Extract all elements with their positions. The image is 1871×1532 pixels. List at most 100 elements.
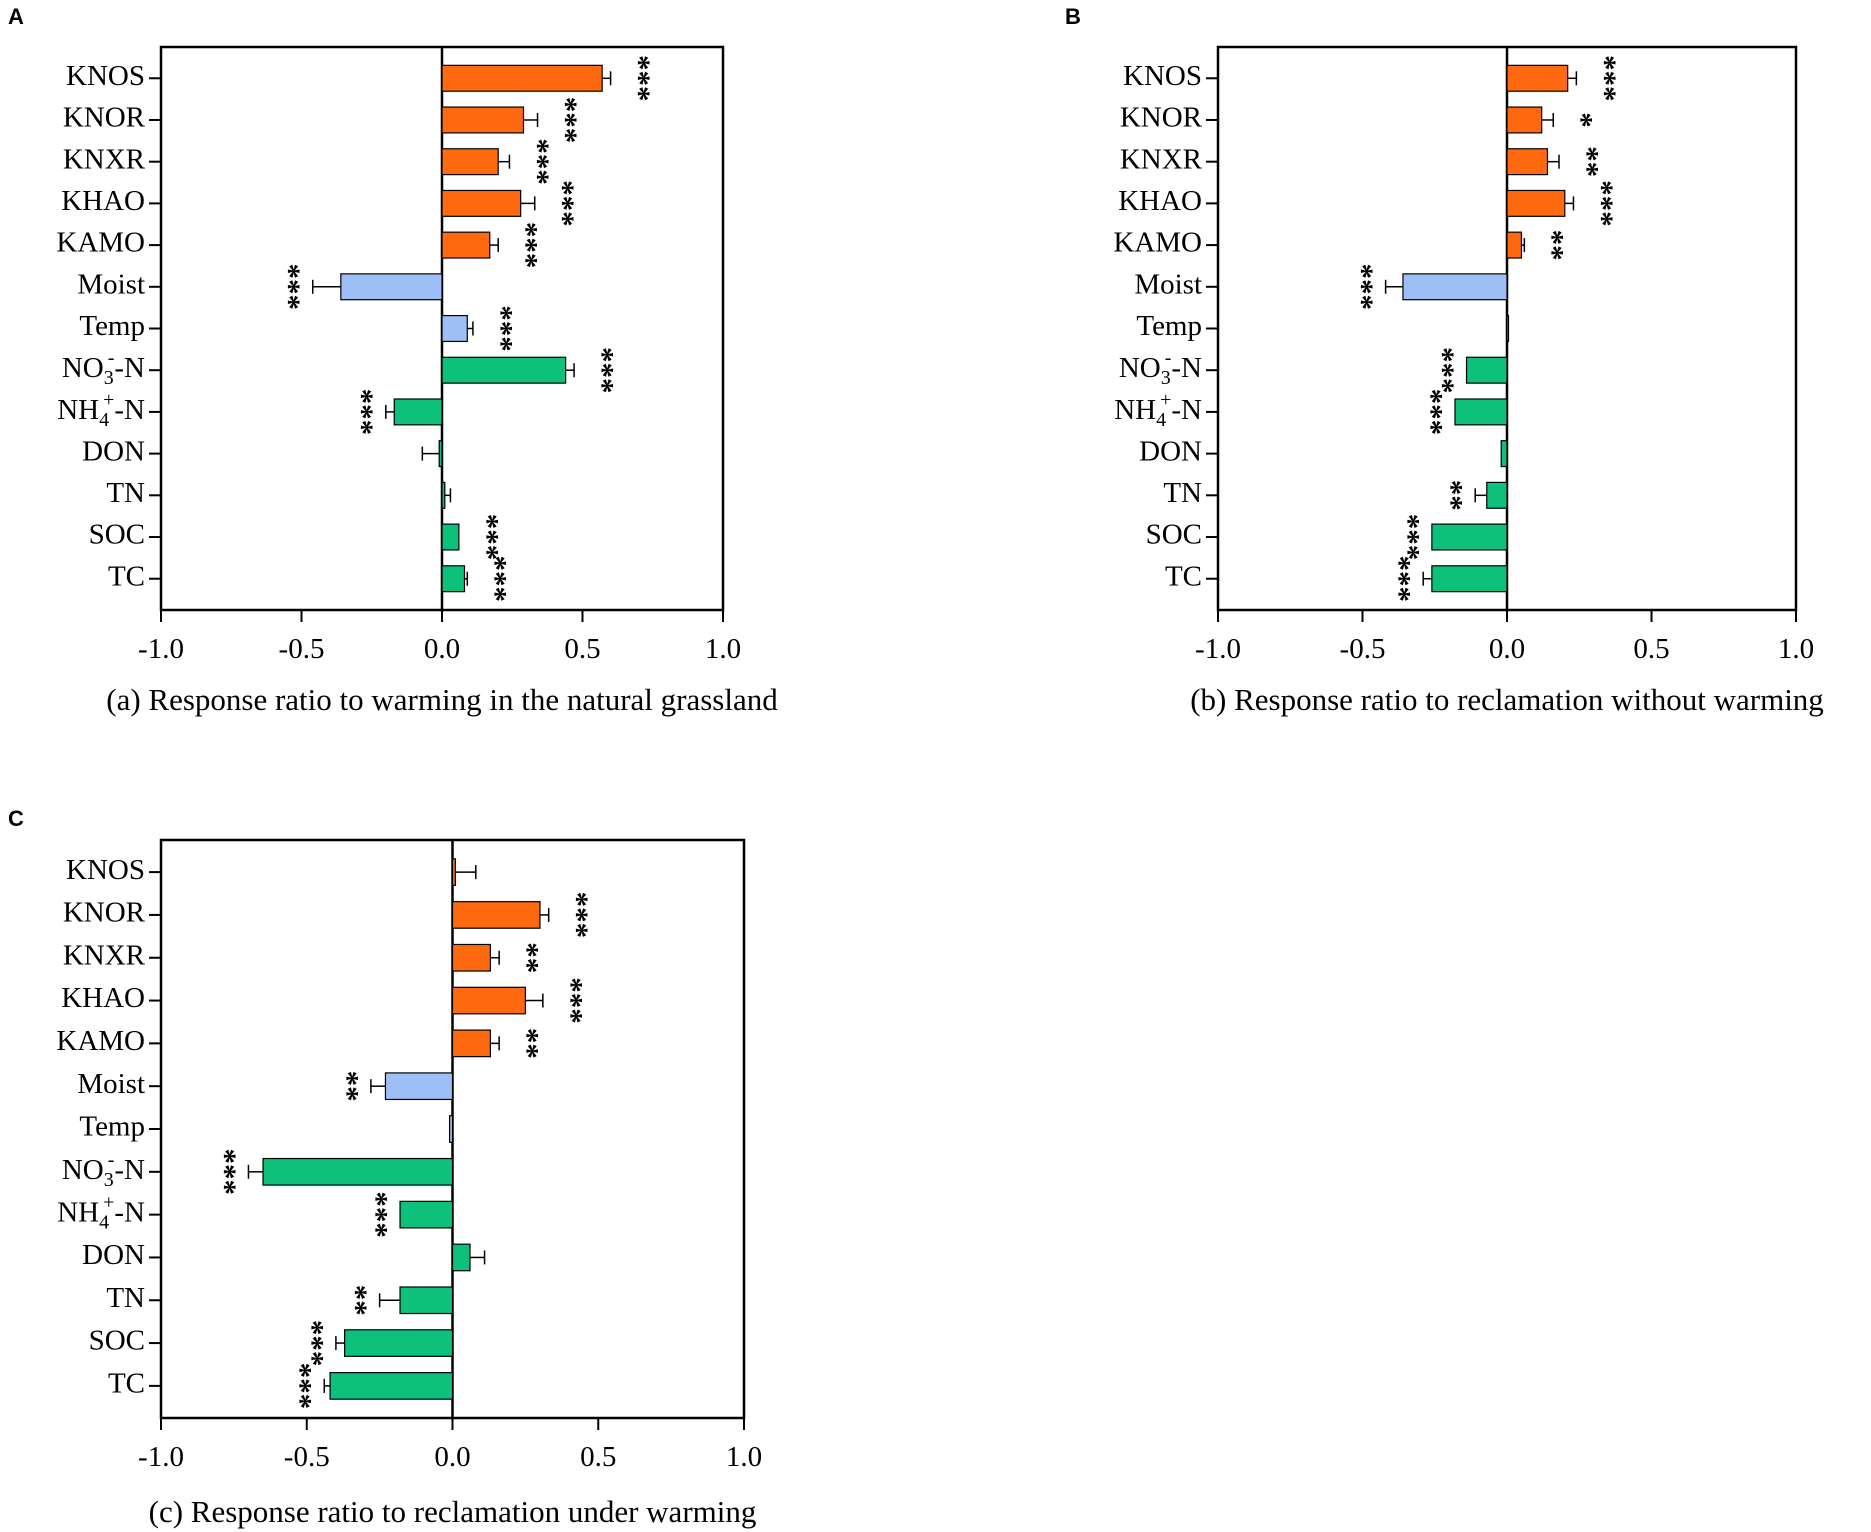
bar	[262, 1157, 454, 1186]
significance-label: ***	[1383, 555, 1418, 602]
category-label: SOC	[1146, 519, 1202, 551]
label-suffix: -N	[114, 352, 145, 384]
category-label: TC	[1165, 560, 1202, 592]
category-label: TC	[108, 560, 145, 592]
chart-panel-c: C -1.0 -0.5 0.0 0.5 1.0 (c) Response ratio to …	[8, 806, 762, 1529]
category-label: KNOS	[66, 60, 145, 92]
significance-label: ***	[471, 514, 506, 561]
significance-label: ***	[273, 264, 308, 311]
category-label: KAMO	[56, 1025, 145, 1057]
x-tick-label: -0.5	[1340, 633, 1386, 665]
significance-label: ***	[1585, 180, 1620, 227]
chart-panel-b: B -1.0 -0.5 0.0 0.5 1.0 (b) Response ratio to …	[1065, 4, 1824, 717]
category-label: KNXR	[63, 143, 146, 175]
label-superscript: -	[1165, 347, 1172, 369]
bar	[1506, 106, 1543, 134]
x-tick-label: 0.0	[424, 633, 460, 665]
category-label: Temp	[79, 1111, 145, 1143]
bar	[393, 398, 443, 426]
x-tick-label: 0.0	[434, 1441, 470, 1473]
significance-label: ***	[510, 222, 545, 269]
category-label: Temp	[1136, 310, 1202, 342]
category-label: NH4+-N	[57, 389, 145, 431]
bar	[1506, 64, 1569, 92]
label-subscript: 4	[99, 1211, 109, 1233]
significance-label: **	[331, 1071, 366, 1102]
significance-label: ***	[346, 389, 381, 436]
category-label: DON	[1139, 435, 1202, 467]
category-label: NH4+-N	[1114, 389, 1202, 431]
significance-label: ***	[284, 1363, 319, 1410]
bar	[344, 1329, 454, 1357]
significance-label: ***	[1415, 389, 1450, 436]
bar	[384, 1072, 454, 1101]
category-label: KHAO	[1118, 185, 1202, 217]
significance-label: ***	[1392, 514, 1427, 561]
category-label: KNXR	[1120, 143, 1203, 175]
bar	[448, 1115, 454, 1143]
bar	[441, 148, 499, 176]
label-superscript: +	[103, 1191, 114, 1213]
significance-label: *	[1565, 112, 1600, 128]
significance-label: **	[1435, 480, 1470, 511]
significance-label: ***	[296, 1320, 331, 1367]
bar	[1431, 565, 1508, 593]
x-tick-label: 1.0	[705, 633, 741, 665]
category-label: KAMO	[56, 227, 145, 259]
x-tick-label: -0.5	[284, 1441, 330, 1473]
bar	[451, 1243, 471, 1272]
significance-label: **	[511, 1028, 546, 1059]
x-tick-label: 0.5	[564, 633, 600, 665]
bar	[441, 314, 468, 343]
bar	[1506, 148, 1549, 176]
x-tick-label: 0.0	[1489, 633, 1525, 665]
category-label: Temp	[79, 310, 145, 342]
category-label: DON	[82, 435, 145, 467]
category-label: SOC	[89, 519, 145, 551]
bar	[441, 189, 522, 217]
panel-caption: (c) Response ratio to reclamation under …	[149, 1494, 757, 1529]
bar	[1402, 273, 1508, 301]
bar	[451, 943, 491, 972]
label-suffix: -N	[1171, 394, 1202, 426]
significance-label: ***	[555, 977, 590, 1024]
panel-caption: (b) Response ratio to reclamation withou…	[1190, 682, 1824, 717]
significance-label: ***	[561, 892, 596, 939]
significance-label: ***	[1346, 264, 1381, 311]
category-label: NO3--N	[62, 1148, 145, 1190]
panel-letter: B	[1065, 4, 1081, 29]
bar	[451, 858, 457, 886]
x-tick-label: -1.0	[138, 1441, 184, 1473]
significance-label: ***	[485, 305, 520, 352]
significance-label: ***	[622, 55, 657, 102]
chart-panel-a: A -1.0 -0.5 0.0 0.5 1.0 (a) Response ratio to …	[8, 4, 778, 717]
significance-label: **	[511, 942, 546, 973]
category-label: KHAO	[61, 185, 145, 217]
bar	[329, 1372, 454, 1400]
significance-label: **	[1536, 230, 1571, 261]
label-subscript: 3	[104, 1168, 114, 1190]
bar	[399, 1286, 454, 1315]
bar	[438, 440, 443, 468]
label-subscript: 3	[104, 367, 114, 389]
x-tick-label: 1.0	[1778, 633, 1814, 665]
significance-label: **	[340, 1285, 375, 1316]
label-superscript: +	[103, 389, 114, 411]
significance-label: ***	[1588, 55, 1623, 102]
category-label: TC	[108, 1368, 145, 1400]
significance-label: **	[1571, 146, 1606, 177]
category-label: NO3--N	[1119, 347, 1202, 389]
bar	[1486, 481, 1508, 509]
bar	[441, 565, 466, 593]
significance-label: ***	[521, 138, 556, 185]
bar	[441, 64, 603, 92]
x-tick-label: -0.5	[279, 633, 325, 665]
label-base: NO	[1119, 352, 1161, 384]
bar	[1465, 356, 1508, 384]
significance-label: ***	[1426, 347, 1461, 394]
significance-label: ***	[208, 1149, 243, 1196]
label-suffix: -N	[114, 1196, 145, 1228]
panel-caption: (a) Response ratio to warming in the nat…	[106, 682, 778, 717]
label-base: NH	[1114, 394, 1156, 426]
